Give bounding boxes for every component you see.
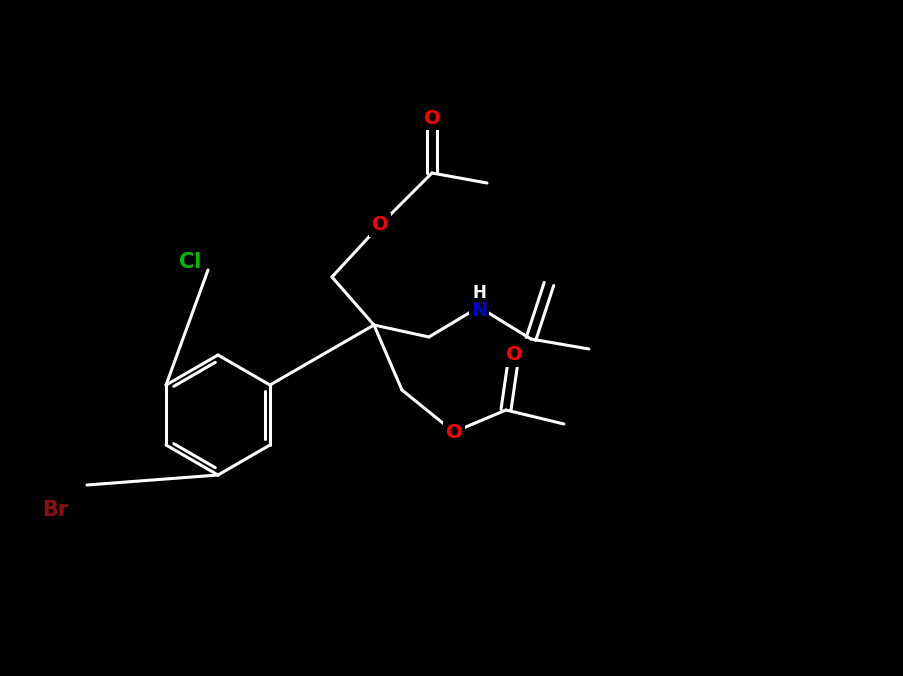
Text: O: O	[424, 109, 440, 128]
Text: O: O	[371, 216, 388, 235]
Text: Cl: Cl	[179, 252, 201, 272]
Text: H: H	[471, 284, 485, 302]
Text: O: O	[445, 422, 461, 441]
Text: Br: Br	[42, 500, 68, 520]
Text: N: N	[470, 301, 487, 320]
Text: O: O	[505, 345, 522, 364]
